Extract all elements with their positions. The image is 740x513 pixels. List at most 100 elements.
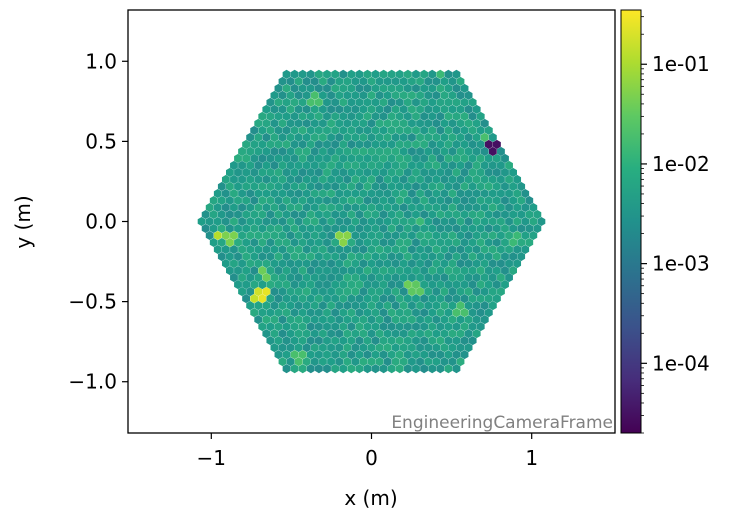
camera-pixel xyxy=(492,139,501,149)
camera-pixel xyxy=(266,153,275,163)
camera-pixel xyxy=(399,259,408,269)
camera-pixel xyxy=(286,202,295,213)
camera-pixel xyxy=(501,223,509,234)
camera-pixel xyxy=(302,357,311,367)
camera-pixel xyxy=(367,230,376,241)
camera-pixel xyxy=(351,104,360,114)
camera-pixel xyxy=(306,97,315,107)
camera-pixel xyxy=(306,336,315,346)
camera-pixel xyxy=(460,195,469,206)
camera-pixel xyxy=(371,322,380,332)
camera-pixel xyxy=(314,139,323,149)
camera-pixel xyxy=(294,104,303,114)
camera-pixel xyxy=(294,301,303,311)
camera-pixel xyxy=(371,69,380,79)
camera-pixel xyxy=(258,111,267,121)
camera-pixel xyxy=(379,252,388,262)
camera-pixel xyxy=(408,202,416,213)
camera-pixel xyxy=(387,364,396,374)
camera-pixel xyxy=(383,357,392,367)
camera-pixel xyxy=(480,118,489,128)
camera-pixel xyxy=(359,76,368,86)
camera-pixel xyxy=(339,97,348,107)
camera-pixel xyxy=(452,237,461,248)
camera-pixel xyxy=(250,223,259,234)
camera-pixel xyxy=(319,273,327,283)
camera-pixel xyxy=(274,322,283,332)
camera-pixel xyxy=(476,195,485,206)
camera-pixel xyxy=(440,315,449,325)
camera-pixel xyxy=(335,90,344,100)
camera-pixel xyxy=(351,90,360,100)
camera-pixel xyxy=(464,230,473,241)
camera-pixel xyxy=(258,153,267,163)
camera-pixel xyxy=(492,209,501,220)
camera-pixel xyxy=(460,111,469,121)
camera-pixel xyxy=(424,216,433,227)
camera-pixel xyxy=(302,315,311,325)
camera-pixel xyxy=(403,364,412,374)
camera-pixel xyxy=(274,153,283,163)
camera-pixel xyxy=(371,167,380,177)
camera-pixel xyxy=(351,245,360,255)
camera-pixel xyxy=(480,301,489,311)
camera-pixel xyxy=(270,202,279,213)
camera-pixel xyxy=(298,97,307,107)
camera-pixel xyxy=(363,125,372,135)
camera-pixel xyxy=(452,97,461,107)
camera-pixel xyxy=(436,97,445,107)
camera-pixel xyxy=(408,343,416,353)
camera-pixel xyxy=(270,273,279,283)
camera-pixel xyxy=(472,174,481,184)
camera-pixel xyxy=(403,111,412,121)
camera-pixel xyxy=(258,167,267,177)
camera-pixel xyxy=(314,209,323,220)
camera-pixel xyxy=(314,97,323,107)
camera-pixel xyxy=(298,139,307,149)
camera-pixel xyxy=(258,322,267,332)
camera-pixel xyxy=(440,230,449,241)
camera-pixel xyxy=(371,139,380,149)
camera-pixel xyxy=(428,69,437,79)
camera-pixel xyxy=(472,160,481,170)
camera-pixel xyxy=(371,350,380,360)
camera-pixel xyxy=(424,104,433,114)
camera-pixel xyxy=(412,139,420,149)
camera-pixel xyxy=(395,209,404,220)
camera-pixel xyxy=(480,146,489,156)
camera-pixel xyxy=(331,153,340,163)
camera-pixel xyxy=(298,266,307,276)
camera-pixel xyxy=(363,209,372,220)
camera-pixel xyxy=(339,280,348,290)
camera-pixel xyxy=(294,132,303,142)
camera-pixel xyxy=(456,188,465,198)
camera-pixel xyxy=(521,216,530,227)
camera-pixel xyxy=(395,364,404,374)
camera-pixel xyxy=(533,223,542,234)
camera-pixel xyxy=(412,153,420,163)
camera-pixel xyxy=(282,209,291,220)
colorbar-tick-label: 1e-03 xyxy=(652,252,710,276)
camera-pixel xyxy=(258,294,267,304)
camera-pixel xyxy=(480,174,489,184)
camera-pixel xyxy=(314,322,323,332)
camera-pixel xyxy=(379,364,388,374)
camera-pixel xyxy=(497,259,505,269)
camera-pixel xyxy=(258,266,267,276)
camera-pixel xyxy=(282,294,291,304)
camera-pixel xyxy=(294,259,303,269)
camera-pixel xyxy=(444,266,453,276)
camera-pixel xyxy=(387,125,396,135)
camera-pixel xyxy=(282,69,291,79)
camera-pixel xyxy=(234,167,242,177)
camera-pixel xyxy=(428,308,437,318)
camera-pixel xyxy=(497,202,505,213)
camera-pixel xyxy=(335,273,344,283)
camera-pixel xyxy=(319,90,327,100)
camera-pixel xyxy=(488,146,497,156)
camera-pixel xyxy=(420,252,429,262)
camera-pixel xyxy=(452,364,461,374)
camera-pixel xyxy=(274,83,283,93)
camera-pixel xyxy=(335,301,344,311)
camera-pixel xyxy=(468,111,477,121)
